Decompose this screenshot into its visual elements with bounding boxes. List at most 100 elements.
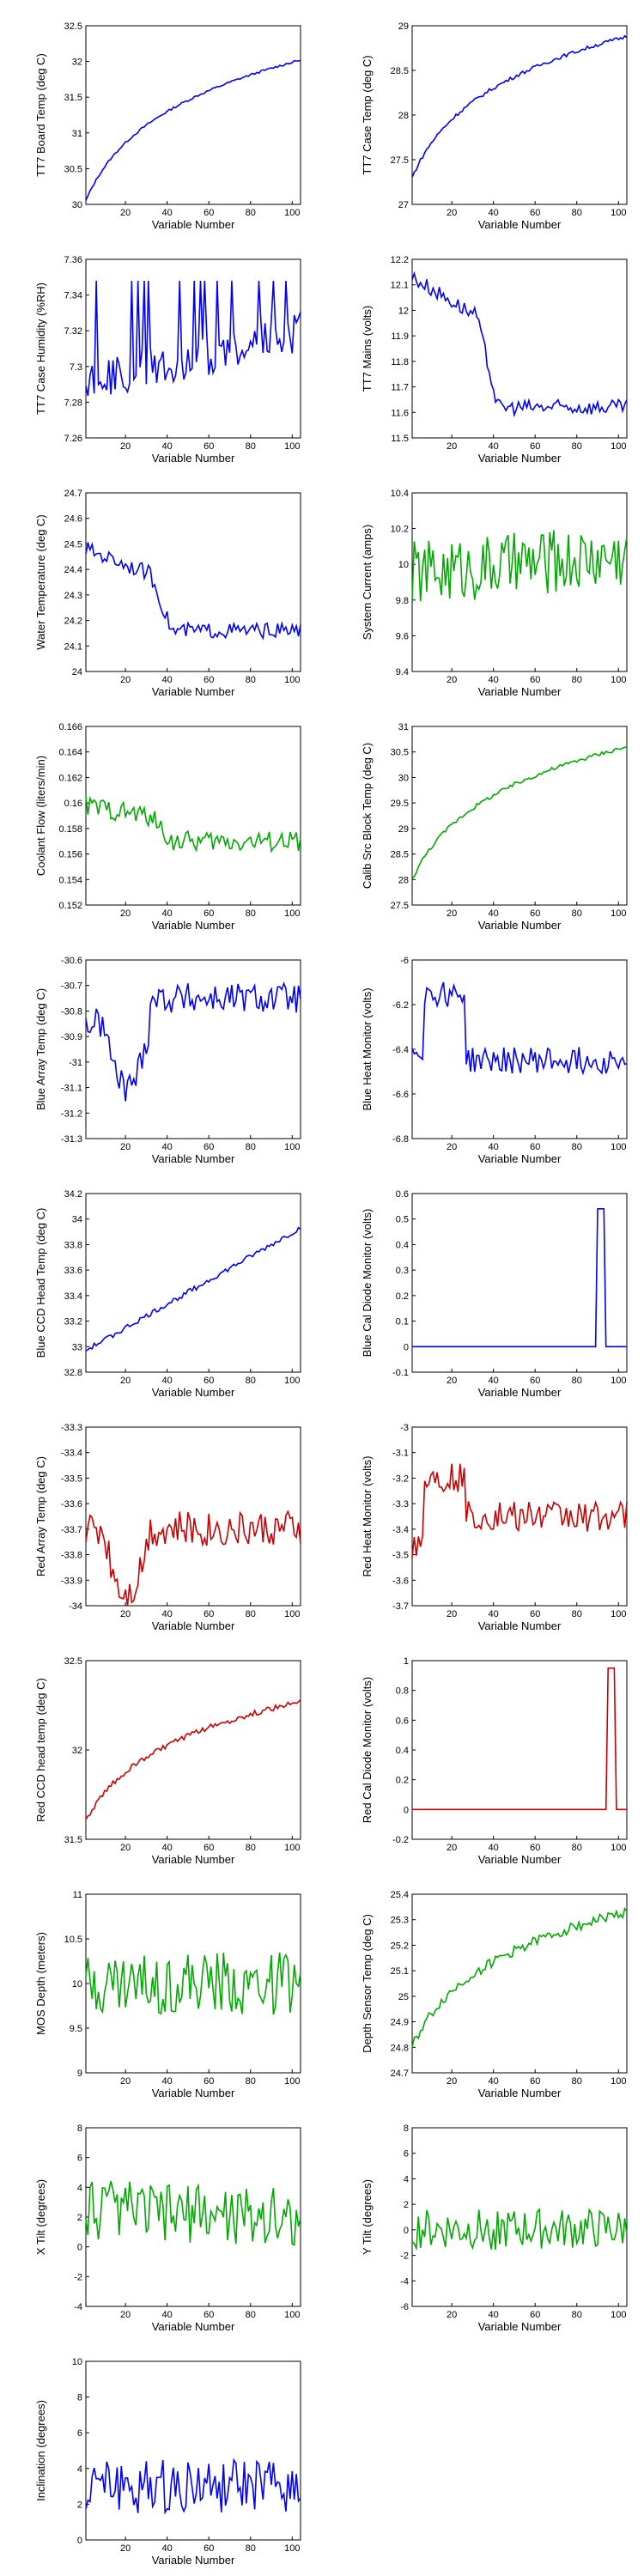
x-tick-label: 60: [204, 2076, 214, 2087]
plot-frame: [85, 2360, 301, 2541]
x-tick-label: 80: [572, 1843, 582, 1853]
y-axis-label: Inclination (degrees): [34, 2400, 47, 2501]
y-axis-label: TT7 Board Temp (deg C): [34, 53, 47, 177]
y-axis-label: X Tilt (degrees): [34, 2179, 47, 2255]
y-tick-label: -31.3: [61, 1134, 82, 1145]
y-tick-label: 2: [77, 2500, 82, 2510]
x-tick-label: 20: [120, 1376, 131, 1386]
y-tick-label: 10: [72, 2357, 82, 2367]
y-tick-label: 9.4: [396, 667, 409, 677]
x-tick-label: 80: [246, 908, 256, 919]
series-line: [85, 795, 301, 854]
y-axis-label: System Current (amps): [361, 525, 374, 640]
y-tick-label: 29.5: [391, 799, 409, 809]
x-axis-label: Variable Number: [152, 2087, 235, 2099]
y-tick-label: 4: [77, 2464, 82, 2475]
y-tick-label: -33.6: [61, 1499, 82, 1510]
x-tick-label: 40: [162, 1609, 173, 1619]
y-tick-label: -6: [400, 956, 409, 966]
y-tick-label: 0.16: [64, 799, 82, 809]
x-tick-label: 80: [246, 2310, 256, 2320]
x-tick-label: 40: [162, 2543, 173, 2554]
plot-frame: [411, 1660, 628, 1840]
chart-panel: 20 40 60 80 100 24.7 24.8 24.9 25 25.1 25.2 25.3 25.…: [361, 1890, 628, 2099]
x-tick-label: 60: [530, 2310, 540, 2320]
x-tick-label: 20: [120, 208, 131, 218]
y-tick-label: -3.1: [392, 1449, 409, 1459]
x-axis-label: Variable Number: [152, 685, 235, 698]
chart-panel: 20 40 60 80 100 30 30.5 31 31.5 32 32.5 Variable Nu…: [34, 21, 301, 231]
series-line: [85, 540, 301, 641]
y-tick-label: 33.8: [64, 1240, 82, 1250]
x-tick-label: 80: [572, 441, 582, 452]
x-tick-label: 100: [284, 2310, 300, 2320]
y-tick-label: 32.5: [64, 21, 82, 32]
y-tick-label: 0.6: [396, 1716, 409, 1726]
y-axis-label: Blue Array Temp (deg C): [34, 988, 47, 1110]
chart-panel: 20 40 60 80 100 7.26 7.28 7.3 7.32 7.34 7.36 Variab…: [34, 255, 301, 465]
x-axis-label: Variable Number: [478, 1853, 562, 1866]
chart-panel: 20 40 60 80 100 11.5 11.6 11.7 11.8 11.9 12 12.1 12.…: [361, 255, 628, 465]
y-tick-label: 24.4: [64, 565, 82, 575]
y-tick-label: 33.4: [64, 1291, 82, 1302]
y-axis-label: TT7 Case Humidity (%RH): [34, 283, 47, 415]
plot-frame: [411, 959, 628, 1139]
y-tick-label: 9.8: [396, 596, 409, 606]
y-tick-label: -33.8: [61, 1551, 82, 1561]
x-tick-label: 40: [162, 1376, 173, 1386]
y-tick-label: 33.6: [64, 1266, 82, 1276]
y-tick-label: 24.8: [391, 2043, 409, 2053]
x-tick-label: 100: [611, 675, 626, 685]
y-axis-label: Blue Heat Monitor (volts): [361, 987, 374, 1110]
y-tick-label: 10.4: [391, 489, 409, 499]
plot-frame: [411, 726, 628, 906]
x-tick-label: 40: [489, 208, 499, 218]
y-tick-label: -2: [400, 2251, 409, 2262]
series-line: [85, 59, 301, 201]
x-tick-label: 100: [611, 208, 626, 218]
x-tick-label: 60: [204, 1376, 214, 1386]
y-tick-label: 0.2: [396, 1291, 409, 1302]
series-line: [85, 1698, 301, 1820]
x-tick-label: 40: [162, 908, 173, 919]
x-tick-label: 60: [530, 1609, 540, 1619]
y-tick-label: 33: [72, 1342, 82, 1352]
x-tick-label: 40: [162, 1843, 173, 1853]
y-tick-label: 12.1: [391, 281, 409, 291]
y-axis-label: Red Heat Monitor (volts): [361, 1456, 374, 1577]
y-tick-label: 9.6: [396, 631, 409, 641]
plot-frame: [85, 1660, 301, 1840]
y-tick-label: 10: [72, 1979, 82, 1990]
y-tick-label: 4: [77, 2183, 82, 2193]
y-tick-label: 0.2: [396, 1776, 409, 1786]
y-tick-label: 6: [404, 2149, 409, 2160]
series-line: [412, 1667, 627, 1811]
x-axis-label: Variable Number: [152, 452, 235, 465]
x-tick-label: 40: [489, 1843, 499, 1853]
x-tick-label: 80: [572, 1609, 582, 1619]
x-tick-label: 60: [204, 2543, 214, 2554]
y-axis-label: Y Tilt (degrees): [361, 2179, 374, 2255]
x-tick-label: 100: [611, 1843, 626, 1853]
chart-panel: 20 40 60 80 100 31.5 32 32.5 Variable Number Red …: [34, 1656, 301, 1866]
x-tick-label: 100: [284, 1142, 300, 1152]
y-tick-label: 11.9: [391, 331, 409, 342]
x-axis-label: Variable Number: [478, 2087, 562, 2099]
x-tick-label: 60: [530, 908, 540, 919]
x-tick-label: 20: [120, 2543, 131, 2554]
y-tick-label: 11.7: [391, 383, 409, 393]
x-tick-label: 100: [284, 2543, 300, 2554]
y-tick-label: 0.6: [396, 1189, 409, 1200]
y-axis-label: TT7 Mains (volts): [361, 306, 374, 392]
x-tick-label: 100: [284, 2076, 300, 2087]
y-tick-label: 24.1: [64, 641, 82, 652]
chart-panel: 20 40 60 80 100 -0.1 0 0.1 0.2 0.3 0.4 0.5 0.6 Variab…: [361, 1189, 628, 1399]
x-tick-label: 80: [246, 2076, 256, 2087]
y-tick-label: -2: [74, 2272, 82, 2282]
y-tick-label: -3.2: [392, 1473, 409, 1484]
x-axis-label: Variable Number: [478, 919, 562, 932]
x-tick-label: 100: [284, 1609, 300, 1619]
y-tick-label: 24.5: [64, 539, 82, 550]
x-tick-label: 80: [246, 208, 256, 218]
y-tick-label: -30.8: [61, 1006, 82, 1017]
